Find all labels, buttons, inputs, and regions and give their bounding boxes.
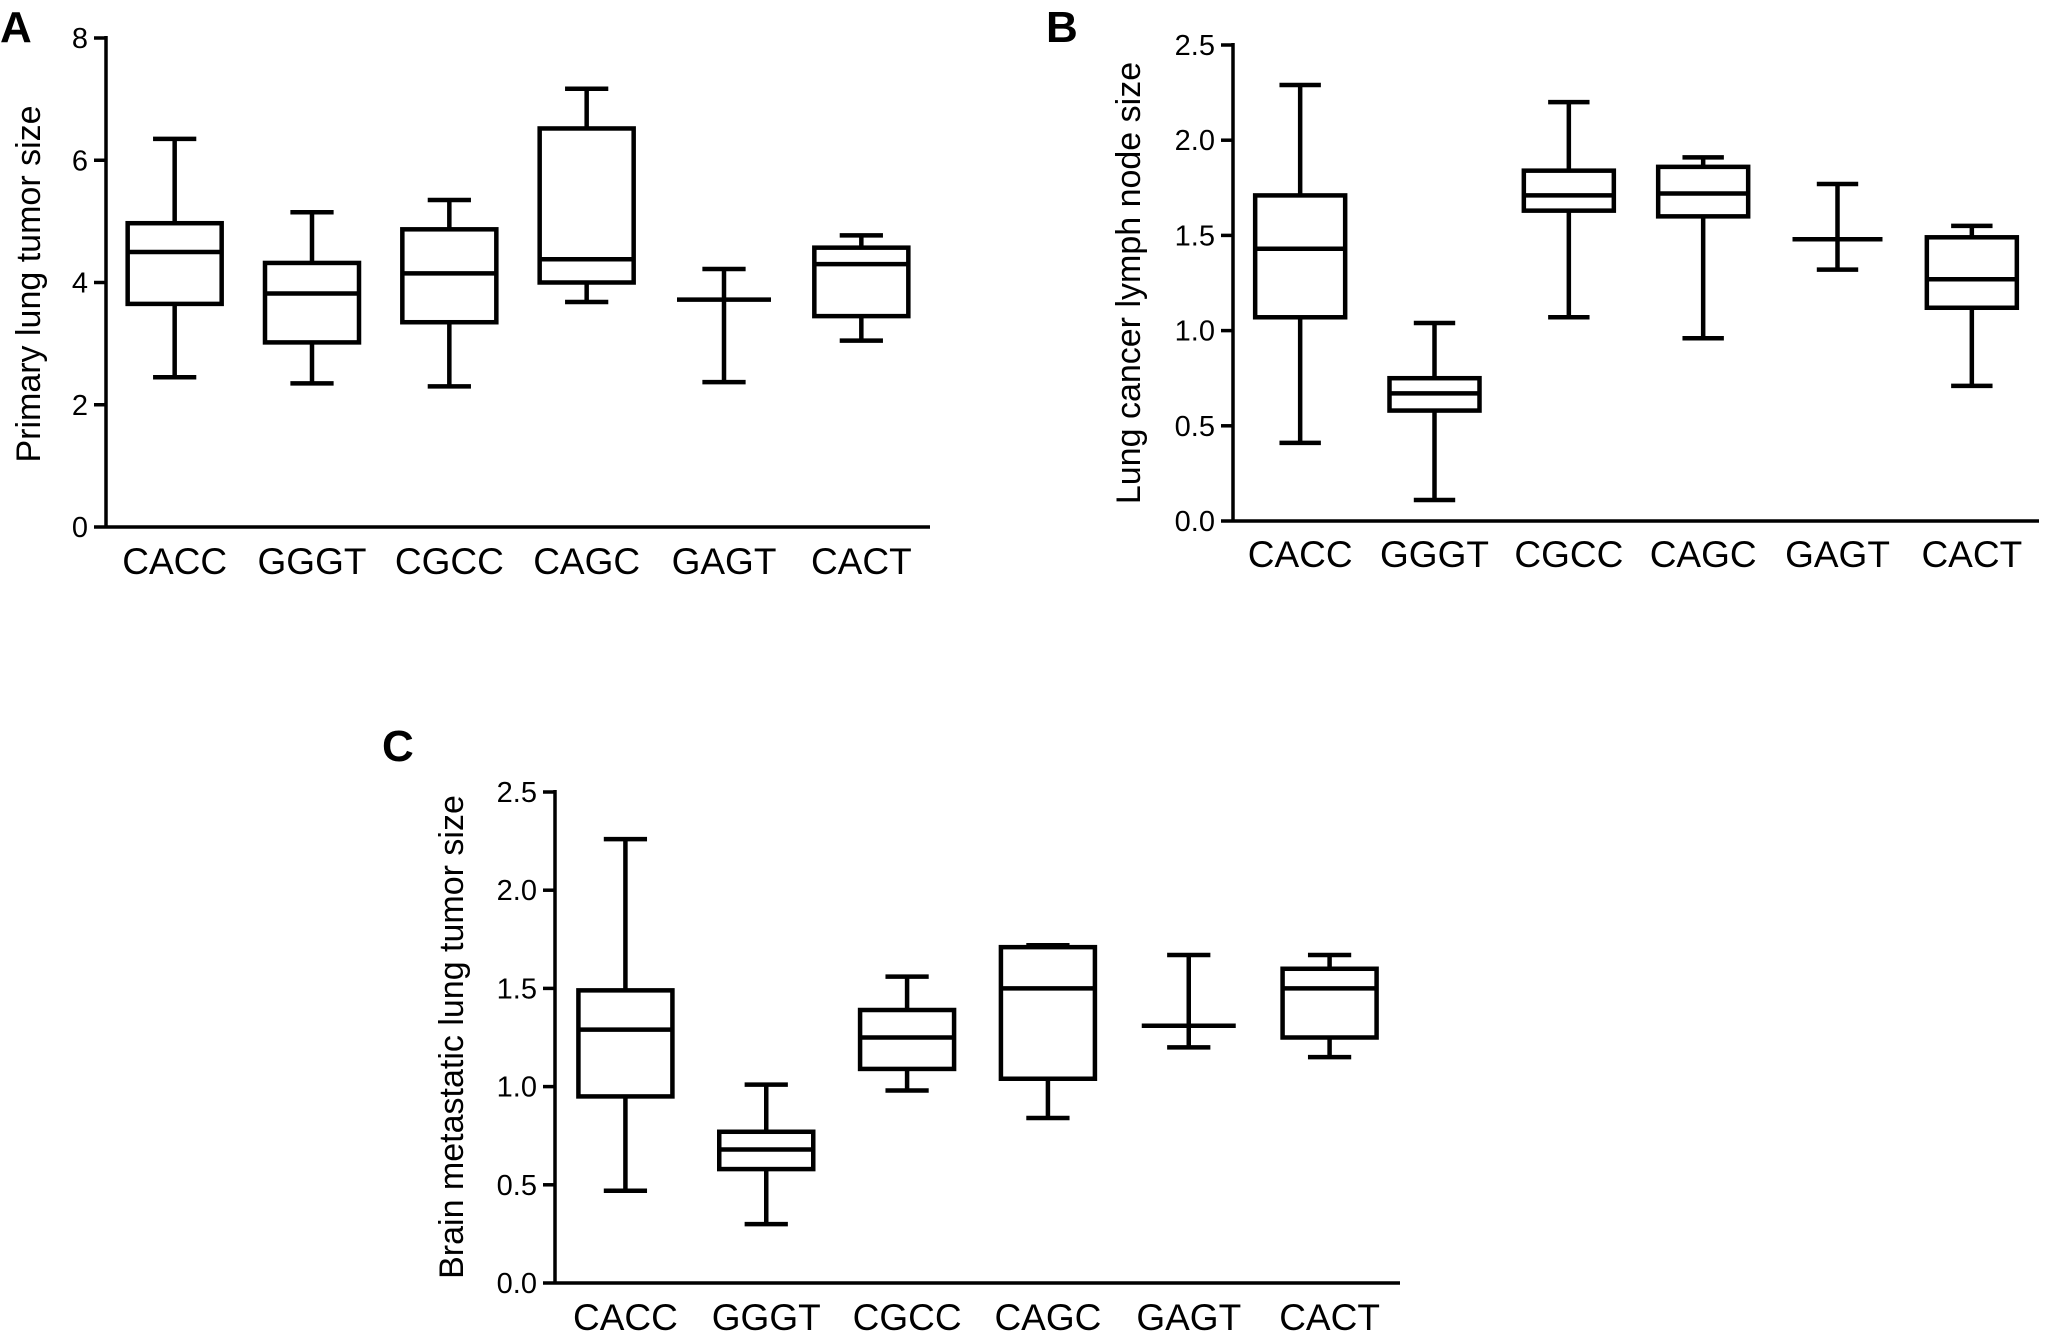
y-tick-label: 2.5: [497, 777, 537, 809]
panel-c: C 0.0 0.5 1.0 1.5 2.0 2.5 Brain metastatic lun…: [382, 722, 1400, 1338]
panel-b: B 0.0 0.5 1.0 1.5 2.0 2.5 Lung cancer lymph no…: [1046, 3, 2039, 575]
y-tick-label: 2.0: [1175, 125, 1215, 157]
x-category-label: CACT: [1921, 534, 2022, 575]
y-tick-label: 8: [72, 23, 88, 55]
x-category-label: CACT: [1279, 1297, 1380, 1338]
x-category-label: CGCC: [395, 541, 504, 582]
iqr-box: [262, 260, 362, 345]
iqr-box: [998, 944, 1098, 1081]
x-category-label: CAGC: [994, 1297, 1101, 1338]
y-tick-label: 2.5: [1175, 30, 1215, 62]
box-plot-cact: [1924, 223, 2020, 389]
x-category-label: GAGT: [1785, 534, 1890, 575]
y-tick-label: 0.0: [497, 1268, 537, 1300]
x-category-label: CACC: [122, 541, 227, 582]
box-plot-gggt: [262, 209, 362, 386]
box-plot-cgcc: [400, 197, 499, 389]
x-category-label: GGGT: [258, 541, 367, 582]
panel-a-letter: A: [0, 3, 32, 52]
box-plot-cgcc: [857, 974, 957, 1093]
panel-c-letter: C: [382, 722, 414, 771]
x-category-label: CAGC: [1650, 534, 1757, 575]
box-plot-cacc: [1252, 82, 1348, 446]
iqr-box: [125, 220, 224, 307]
box-plot-cact: [812, 233, 911, 343]
x-category-label: CACC: [573, 1297, 678, 1338]
x-category-label: CGCC: [1514, 534, 1623, 575]
x-category-label: GAGT: [672, 541, 777, 582]
iqr-box: [576, 988, 675, 1099]
x-category-label: CACC: [1248, 534, 1353, 575]
x-category-label: CAGC: [533, 541, 640, 582]
box-plot-gggt: [1387, 320, 1482, 503]
iqr-box: [812, 245, 911, 319]
y-axis-title: Brain metastatic lung tumor size: [433, 795, 471, 1279]
box-plot-cact: [1280, 952, 1379, 1060]
y-tick-label: 1.0: [497, 1072, 537, 1104]
y-tick-label: 6: [72, 145, 88, 177]
y-tick-label: 0.5: [497, 1170, 537, 1202]
box-plot-cagc: [537, 86, 636, 305]
x-category-label: GAGT: [1136, 1297, 1241, 1338]
x-category-label: GGGT: [712, 1297, 821, 1338]
iqr-box: [1252, 193, 1348, 320]
x-category-label: CACT: [811, 541, 912, 582]
iqr-box: [400, 227, 499, 325]
iqr-box: [1924, 235, 2020, 311]
y-tick-label: 0.0: [1175, 506, 1215, 538]
box-plot-gggt: [717, 1082, 816, 1227]
y-tick-label: 0.5: [1175, 411, 1215, 443]
y-tick-label: 2.0: [497, 875, 537, 907]
box-plot-cacc: [576, 836, 675, 1193]
box-plot-gagt: [1792, 181, 1883, 272]
iqr-box: [1521, 168, 1617, 213]
box-plot-cagc: [1655, 155, 1751, 341]
y-axis-title: Primary lung tumor size: [10, 105, 48, 462]
box-plot-cacc: [125, 136, 224, 380]
y-tick-label: 2: [72, 390, 88, 422]
box-plot-cgcc: [1521, 99, 1617, 320]
box-plot-gagt: [677, 266, 771, 385]
x-category-label: GGGT: [1380, 534, 1489, 575]
panel-b-letter: B: [1046, 3, 1078, 52]
y-tick-label: 1.0: [1175, 316, 1215, 348]
box-plot-cagc: [998, 942, 1098, 1121]
iqr-box: [1280, 966, 1379, 1040]
panel-a: A 0 2 4 6 8 Primary lung tumor size CACC GGGT CG…: [0, 3, 930, 582]
iqr-box: [537, 126, 636, 285]
y-tick-label: 1.5: [1175, 220, 1215, 252]
y-tick-label: 1.5: [497, 973, 537, 1005]
y-tick-label: 0: [72, 512, 88, 544]
y-tick-label: 4: [72, 268, 88, 300]
x-category-label: CGCC: [853, 1297, 962, 1338]
y-axis-title: Lung cancer lymph node size: [1110, 62, 1148, 504]
box-plot-gagt: [1141, 952, 1236, 1050]
